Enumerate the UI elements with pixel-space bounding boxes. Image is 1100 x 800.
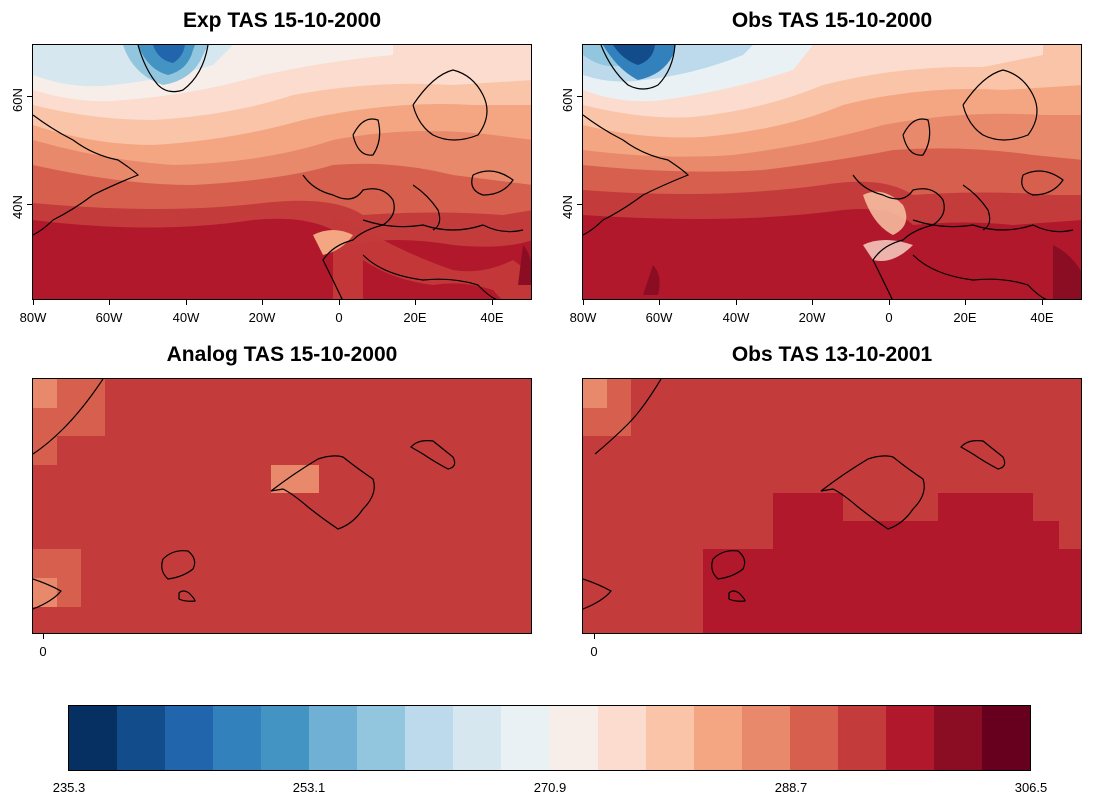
lon-tick xyxy=(109,300,110,305)
lon-label-60w: 60W xyxy=(95,310,123,325)
zoom-lon-label-0: 0 xyxy=(39,644,47,659)
colorbar-segment xyxy=(885,706,934,770)
panel-title-obs-2001: Obs TAS 13-10-2001 xyxy=(731,343,933,366)
lat-tick-40n xyxy=(27,204,32,205)
map-panel-analog xyxy=(32,378,532,634)
colorbar-segment xyxy=(357,706,406,770)
lon-label-40w: 40W xyxy=(172,310,200,325)
obs-2001-temperature-field xyxy=(583,379,1081,633)
lat-tick-60n xyxy=(577,96,582,97)
colorbar-segment xyxy=(261,706,310,770)
lon-label-20e: 20E xyxy=(953,310,977,325)
lon-label-20e: 20E xyxy=(403,310,427,325)
colorbar xyxy=(68,705,1031,771)
obs-temperature-field xyxy=(583,45,1081,299)
colorbar-segment xyxy=(981,706,1030,770)
lon-label-0: 0 xyxy=(335,310,343,325)
lon-label-20w: 20W xyxy=(798,310,826,325)
lon-tick xyxy=(583,300,584,305)
lon-label-80w: 80W xyxy=(569,310,597,325)
colorbar-segment xyxy=(453,706,502,770)
colorbar-label-max: 306.5 xyxy=(1014,780,1048,795)
colorbar-segment xyxy=(837,706,886,770)
colorbar-segment xyxy=(405,706,454,770)
analog-temperature-field xyxy=(33,379,531,633)
lon-label-40w: 40W xyxy=(722,310,750,325)
lon-tick xyxy=(736,300,737,305)
lon-tick xyxy=(339,300,340,305)
colorbar-label-253: 253.1 xyxy=(292,780,326,795)
colorbar-segment xyxy=(741,706,790,770)
map-panel-obs xyxy=(582,44,1082,300)
colorbar-segment xyxy=(549,706,598,770)
lon-label-40e: 40E xyxy=(1030,310,1054,325)
lon-tick xyxy=(262,300,263,305)
exp-temperature-field xyxy=(33,45,531,299)
lon-tick xyxy=(965,300,966,305)
panel-title-analog: Analog TAS 15-10-2000 xyxy=(166,343,398,366)
lon-tick xyxy=(812,300,813,305)
colorbar-segment xyxy=(597,706,646,770)
lon-tick xyxy=(43,634,44,639)
lon-label-80w: 80W xyxy=(19,310,47,325)
lon-label-60w: 60W xyxy=(645,310,673,325)
colorbar-segment xyxy=(933,706,982,770)
colorbar-segment xyxy=(501,706,550,770)
lon-label-20w: 20W xyxy=(248,310,276,325)
lon-tick xyxy=(415,300,416,305)
lat-tick-40n xyxy=(577,204,582,205)
colorbar-segment xyxy=(645,706,694,770)
lon-tick xyxy=(889,300,890,305)
lat-label-60n: 60N xyxy=(10,88,25,112)
lat-label-40n: 40N xyxy=(560,195,575,219)
panel-title-obs: Obs TAS 15-10-2000 xyxy=(731,9,933,32)
colorbar-segment xyxy=(789,706,838,770)
lon-tick xyxy=(33,300,34,305)
colorbar-segment xyxy=(693,706,742,770)
lon-tick xyxy=(659,300,660,305)
lat-label-40n: 40N xyxy=(10,195,25,219)
panel-title-exp: Exp TAS 15-10-2000 xyxy=(182,9,382,32)
colorbar-label-270: 270.9 xyxy=(533,780,567,795)
lon-tick xyxy=(1042,300,1043,305)
map-panel-exp xyxy=(32,44,532,300)
colorbar-label-min: 235.3 xyxy=(52,780,86,795)
lon-tick xyxy=(492,300,493,305)
colorbar-segment xyxy=(69,706,118,770)
colorbar-label-288: 288.7 xyxy=(774,780,808,795)
lat-tick-60n xyxy=(27,96,32,97)
lon-tick xyxy=(186,300,187,305)
map-panel-obs-2001 xyxy=(582,378,1082,634)
colorbar-segment xyxy=(165,706,214,770)
colorbar-segment xyxy=(213,706,262,770)
colorbar-segment xyxy=(117,706,166,770)
lon-tick xyxy=(594,634,595,639)
zoom-lon-label-0: 0 xyxy=(590,644,598,659)
colorbar-segment xyxy=(309,706,358,770)
lon-label-40e: 40E xyxy=(480,310,504,325)
lon-label-0: 0 xyxy=(885,310,893,325)
lat-label-60n: 60N xyxy=(560,88,575,112)
